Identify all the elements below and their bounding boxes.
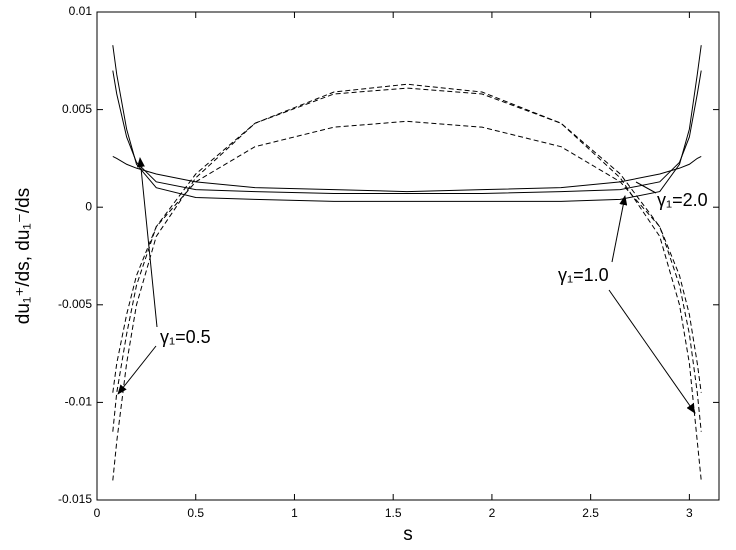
x-tick-label: 0.5 <box>187 506 204 520</box>
y-tick-label: 0.01 <box>69 4 93 18</box>
plot-frame <box>96 11 720 501</box>
x-tick-label: 1.5 <box>385 506 402 520</box>
annotation: γ₁=2.0 <box>657 190 708 210</box>
annotation: γ₁=1.0 <box>558 265 609 285</box>
annotation: γ₁=0.5 <box>160 327 211 347</box>
series-line <box>112 87 702 432</box>
y-tick-label: -0.01 <box>65 395 93 409</box>
series-line <box>112 156 702 193</box>
y-tick-label: -0.005 <box>58 297 92 311</box>
x-tick-label: 2 <box>489 506 496 520</box>
series-line <box>112 70 702 195</box>
x-tick-label: 3 <box>686 506 693 520</box>
annotation-arrows <box>117 157 696 414</box>
y-tick-label: -0.015 <box>58 492 92 506</box>
series-line <box>112 83 702 481</box>
arrow <box>611 195 628 263</box>
y-tick-label: 0 <box>85 199 92 213</box>
arrow <box>117 345 157 395</box>
x-tick-label: 1 <box>291 506 298 520</box>
x-tick-label: 0 <box>94 506 101 520</box>
x-axis-label: s <box>403 524 413 545</box>
x-tick-label: 2.5 <box>582 506 599 520</box>
series-line <box>112 120 702 393</box>
y-tick-label: 0.005 <box>62 102 92 116</box>
y-axis-label: du₁⁺/ds, du₁⁻/ds <box>13 188 34 324</box>
arrow <box>635 181 657 194</box>
arrow <box>608 289 696 414</box>
arrow <box>136 157 158 328</box>
